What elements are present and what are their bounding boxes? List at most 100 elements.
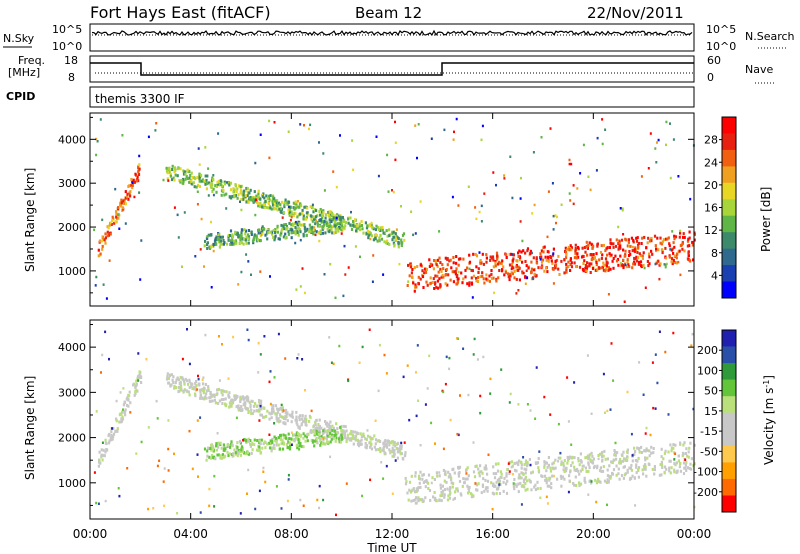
echo-cell <box>592 466 596 470</box>
noise-cell <box>472 441 475 444</box>
echo-cell <box>673 468 676 472</box>
echo-cell <box>602 243 605 247</box>
echo-cell <box>280 229 283 233</box>
echo-cell <box>632 262 635 266</box>
echo-cell <box>480 491 483 495</box>
echo-cell <box>244 452 247 456</box>
echo-cell <box>547 259 550 263</box>
echo-cell <box>606 478 609 482</box>
echo-cell <box>362 432 365 436</box>
echo-cell <box>173 384 176 388</box>
echo-cell <box>350 438 353 442</box>
echo-cell <box>314 222 317 226</box>
noise-cell <box>196 419 199 422</box>
echo-cell <box>450 476 453 480</box>
echo-cell <box>508 461 511 465</box>
echo-cell <box>379 229 382 232</box>
noise-cell <box>664 350 667 354</box>
echo-cell <box>623 457 626 461</box>
echo-cell <box>315 432 318 436</box>
echo-cell <box>188 170 191 173</box>
echo-cell <box>201 178 204 182</box>
echo-cell <box>397 240 400 244</box>
echo-cell <box>595 252 598 256</box>
echo-cell <box>446 263 449 267</box>
echo-cell <box>233 193 236 197</box>
echo-cell <box>203 397 206 401</box>
noise-cell <box>369 478 372 482</box>
echo-cell <box>568 479 571 483</box>
noise-cell <box>323 273 326 276</box>
echo-cell <box>270 207 273 211</box>
noise-cell <box>406 364 409 367</box>
echo-cell <box>540 260 544 264</box>
noise-cell <box>679 273 682 277</box>
echo-cell <box>333 224 336 228</box>
echo-cell <box>326 431 329 435</box>
echo-cell <box>517 463 520 467</box>
echo-cell <box>176 376 179 380</box>
noise-cell <box>691 332 694 336</box>
echo-cell <box>270 230 273 234</box>
noise-cell <box>530 251 533 255</box>
echo-cell <box>259 234 262 237</box>
echo-cell <box>670 248 673 252</box>
noise-cell <box>549 413 552 416</box>
echo-cell <box>232 242 235 246</box>
echo-cell <box>617 247 620 251</box>
echo-cell <box>686 466 690 470</box>
echo-cell <box>328 431 332 435</box>
echo-cell <box>331 212 334 216</box>
echo-cell <box>355 229 358 233</box>
echo-cell <box>327 210 330 214</box>
echo-cell <box>341 226 344 230</box>
echo-cell <box>246 187 249 191</box>
echo-cell <box>133 382 136 386</box>
echo-cell <box>305 211 308 215</box>
noise-cell <box>387 190 390 193</box>
echo-cell <box>114 430 117 434</box>
echo-cell <box>634 450 637 453</box>
echo-cell <box>640 445 643 449</box>
noise-cell <box>156 464 159 468</box>
noise-cell <box>547 190 550 193</box>
noise-cell <box>345 482 348 485</box>
echo-cell <box>672 251 675 255</box>
echo-cell <box>165 166 168 170</box>
echo-cell <box>305 229 308 233</box>
echo-cell <box>640 242 643 245</box>
echo-cell <box>434 259 437 263</box>
echo-cell <box>453 471 456 475</box>
noise-cell <box>382 273 385 276</box>
echo-cell <box>570 261 573 265</box>
noise-cell <box>197 475 199 478</box>
echo-cell <box>351 430 354 434</box>
noise-cell <box>587 175 590 178</box>
echo-cell <box>408 488 411 492</box>
noise-cell <box>245 253 248 256</box>
echo-cell <box>201 396 204 400</box>
echo-cell <box>545 258 548 262</box>
echo-cell <box>591 267 595 270</box>
echo-cell <box>112 427 115 430</box>
echo-cell <box>495 277 498 281</box>
echo-cell <box>479 259 482 262</box>
echo-cell <box>247 237 250 241</box>
echo-cell <box>251 441 254 445</box>
noise-cell <box>570 443 573 446</box>
echo-cell <box>562 464 565 468</box>
echo-cell <box>588 264 591 268</box>
echo-cell <box>359 228 362 232</box>
noise-cell <box>383 353 386 357</box>
echo-cell <box>120 198 123 202</box>
echo-cell <box>596 242 599 246</box>
echo-cell <box>530 471 533 475</box>
echo-cell <box>494 261 497 265</box>
echo-cell <box>178 378 181 382</box>
freq-panel-frame <box>89 55 695 83</box>
echo-cell <box>672 446 675 450</box>
echo-cell <box>600 455 604 458</box>
echo-cell <box>273 435 276 439</box>
echo-cell <box>501 259 504 263</box>
echo-cell <box>432 277 435 281</box>
